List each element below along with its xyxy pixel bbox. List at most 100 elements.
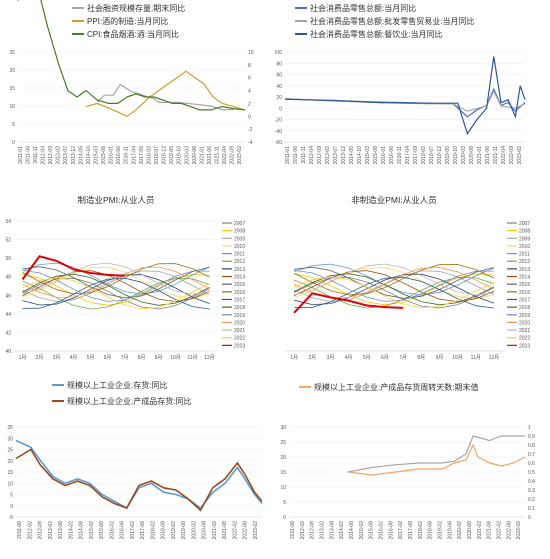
legend-label: PPI:酒的制造:当月同比 xyxy=(87,16,168,26)
series-line-2011 xyxy=(293,263,495,296)
series-line-2021 xyxy=(22,262,210,295)
x-tick-label: 2016-11 xyxy=(397,146,403,164)
x-tick-label: 2016-11 xyxy=(124,146,130,164)
y2-tick-label: 0 xyxy=(528,515,531,521)
chart-panel-4: 非制造业PMI:从业人员 1月 2月 3月 4月 5月 6月 7月 8月 9月 10月 11月 12月 2… xyxy=(275,185,550,370)
series-line-2017 xyxy=(294,276,494,309)
chart-panel-2: -60 -40 -20 0 20 40 60 80 100 2011-01 2011-06 2011-… xyxy=(275,0,550,180)
legend-label: 2009 xyxy=(519,236,530,242)
x-tick-label: 2016-02 xyxy=(378,521,384,540)
x-tick-label: 3月 xyxy=(53,355,61,361)
series-line xyxy=(347,435,525,473)
x-tick-label: 2022-08 xyxy=(243,521,249,540)
x-tick-label: 2019-05 xyxy=(169,146,175,165)
series-line-2011 xyxy=(22,262,210,295)
y-tick-label: 0 xyxy=(283,515,286,521)
x-tick-label: 2020-08 xyxy=(202,521,208,540)
y2-tick-label: 0.3 xyxy=(528,488,535,494)
x-tick-label: 10月 xyxy=(452,355,463,361)
x-tick-label: 2021-01 xyxy=(477,146,483,165)
chart-4: 非制造业PMI:从业人员 1月 2月 3月 4月 5月 6月 7月 8月 9月 10月 11月 12月 2… xyxy=(285,195,530,361)
y2-tick-label: 1 xyxy=(528,425,531,431)
y-tick-label: -40 xyxy=(275,129,282,135)
x-tick-label: 2013-02 xyxy=(48,521,54,540)
y-tick-label: 48 xyxy=(5,275,11,281)
x-tick-label: 2016-01 xyxy=(381,146,387,165)
legend-label: 2021 xyxy=(519,328,530,334)
x-tick-label: 2023-02 xyxy=(517,146,523,165)
x-tick-label: 2023-02 xyxy=(516,521,522,540)
series-line xyxy=(15,448,263,512)
series-line-2012 xyxy=(293,276,495,309)
x-tick-label: 2011-06 xyxy=(293,146,299,164)
y-tick-label: -60 xyxy=(275,140,282,146)
series-line-2019 xyxy=(294,270,494,302)
series-line-2023 xyxy=(21,255,125,281)
x-tick-label: 2020-03 xyxy=(184,146,190,165)
chart-title: 制造业PMI:从业人员 xyxy=(78,195,155,205)
legend-label: 2018 xyxy=(234,305,245,311)
y2-tick-label: 6 xyxy=(248,76,251,82)
legend-label: 社会融资规模存量:期末同比 xyxy=(87,3,185,13)
x-tick-label: 2011-01 xyxy=(18,146,24,164)
legend-label: 2011 xyxy=(234,252,245,258)
chart-title: 非制造业PMI:从业人员 xyxy=(351,195,436,205)
y2-tick-label: 0.2 xyxy=(528,497,535,503)
legend-label: 2017 xyxy=(234,297,245,303)
legend-label: 2020 xyxy=(519,320,530,326)
y2-tick-label: 0.9 xyxy=(528,434,535,440)
y-tick-label: 25 xyxy=(9,50,15,56)
x-tick-label: 2017-08 xyxy=(140,521,146,540)
x-tick-label: 4月 xyxy=(70,355,78,361)
legend-label: 2023 xyxy=(234,343,245,349)
x-tick-label: 2015-08 xyxy=(101,146,107,165)
legend-label: 2019 xyxy=(519,313,530,319)
x-tick-label: 2020-08 xyxy=(192,146,198,165)
x-tick-label: 2022-02 xyxy=(232,521,238,540)
x-tick-label: 1月 xyxy=(19,355,27,361)
y-tick-label: 44 xyxy=(5,312,11,318)
x-tick-label: 7月 xyxy=(121,355,129,361)
x-tick-label: 2020-08 xyxy=(469,146,475,165)
y-tick-label: -20 xyxy=(275,118,282,124)
y-tick-label: 20 xyxy=(7,459,13,465)
x-tick-label: 2021-06 xyxy=(207,146,213,165)
x-tick-label: 8月 xyxy=(417,355,425,361)
legend-label: 2015 xyxy=(234,282,245,288)
legend-label: 2007 xyxy=(519,221,530,227)
x-tick-label: 2013-02 xyxy=(319,521,325,540)
legend-label: 2013 xyxy=(519,267,530,273)
x-tick-label: 7月 xyxy=(399,355,407,361)
series-line-2009 xyxy=(293,270,495,302)
x-tick-label: 2014-10 xyxy=(357,146,363,165)
legend-label: 2016 xyxy=(519,290,530,296)
y2-tick-label: 0.5 xyxy=(528,470,535,476)
y-tick-label: 52 xyxy=(5,238,11,244)
legend-label: 2010 xyxy=(519,244,530,250)
x-tick-label: 2012-04 xyxy=(40,146,46,165)
x-tick-label: 4月 xyxy=(345,355,353,361)
x-tick-label: 2018-07 xyxy=(154,146,160,165)
y-tick-label: 20 xyxy=(9,68,15,74)
x-tick-label: 2016-08 xyxy=(120,521,126,540)
x-tick-label: 2011-08 xyxy=(17,521,23,539)
legend-label: 2012 xyxy=(519,259,530,265)
x-tick-label: 2014-08 xyxy=(349,521,355,540)
x-tick-label: 2012-02 xyxy=(300,521,306,540)
x-tick-label: 1月 xyxy=(290,355,298,361)
series-line-2015 xyxy=(294,266,494,299)
x-tick-label: 2015-08 xyxy=(373,146,379,165)
series-line-2010 xyxy=(22,266,210,299)
series-line-2016 xyxy=(22,263,210,295)
x-tick-label: 2019-02 xyxy=(171,521,177,540)
series-line-2023 xyxy=(293,292,404,314)
y-tick-label: 54 xyxy=(5,219,11,225)
y-tick-label: 10 xyxy=(7,481,13,487)
legend-label: 社会消费品零售总额:当月同比 xyxy=(310,3,416,13)
x-tick-label: 2022-02 xyxy=(496,521,502,540)
x-tick-label: 2019-10 xyxy=(177,146,183,165)
y2-tick-label: 8 xyxy=(248,63,251,69)
legend-label: 社会消费品零售总额:餐饮业:当月同比 xyxy=(310,29,442,39)
y-tick-label: 20 xyxy=(276,95,282,101)
x-tick-label: 2019-08 xyxy=(181,521,187,540)
